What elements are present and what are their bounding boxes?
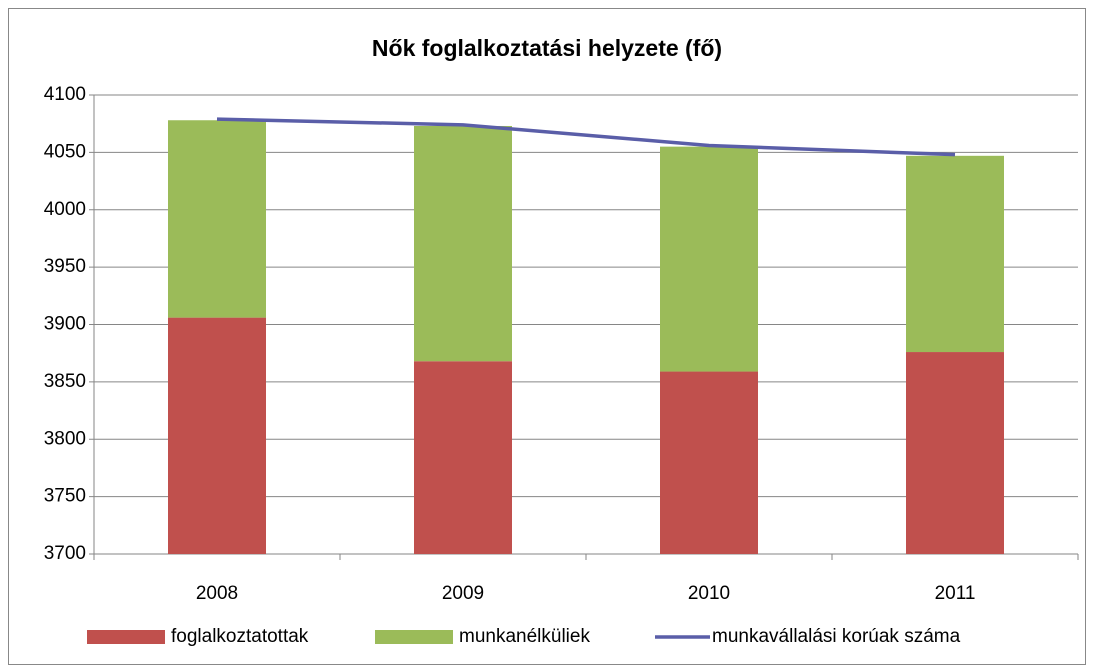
y-tick-label: 4100 (44, 84, 86, 105)
bar (660, 371, 758, 554)
chart-title: Nők foglalkoztatási helyzete (fő) (372, 35, 722, 61)
bar (168, 317, 266, 554)
bar (906, 352, 1004, 554)
y-tick-label: 3950 (44, 256, 86, 277)
legend-label: munkavállalási korúak száma (712, 626, 961, 647)
x-tick-label: 2010 (688, 583, 730, 604)
y-tick-label: 3750 (44, 486, 86, 507)
x-tick-label: 2008 (196, 583, 238, 604)
bar (906, 155, 1004, 353)
bar (168, 120, 266, 318)
y-tick-label: 4000 (44, 199, 86, 220)
legend-label: foglalkoztatottak (171, 626, 309, 647)
legend-swatch (87, 630, 165, 644)
y-tick-label: 3900 (44, 314, 86, 335)
bar (414, 125, 512, 362)
line-series (216, 117, 956, 157)
y-tick-label: 3850 (44, 371, 86, 392)
y-tick-label: 3800 (44, 428, 86, 449)
x-tick-label: 2009 (442, 583, 484, 604)
bar (414, 361, 512, 554)
legend-label: munkanélküliek (459, 626, 590, 647)
y-tick-label: 4050 (44, 141, 86, 162)
legend-swatch (375, 630, 453, 644)
x-tick-label: 2011 (935, 583, 976, 604)
y-tick-label: 3700 (44, 543, 86, 564)
bar (660, 146, 758, 372)
